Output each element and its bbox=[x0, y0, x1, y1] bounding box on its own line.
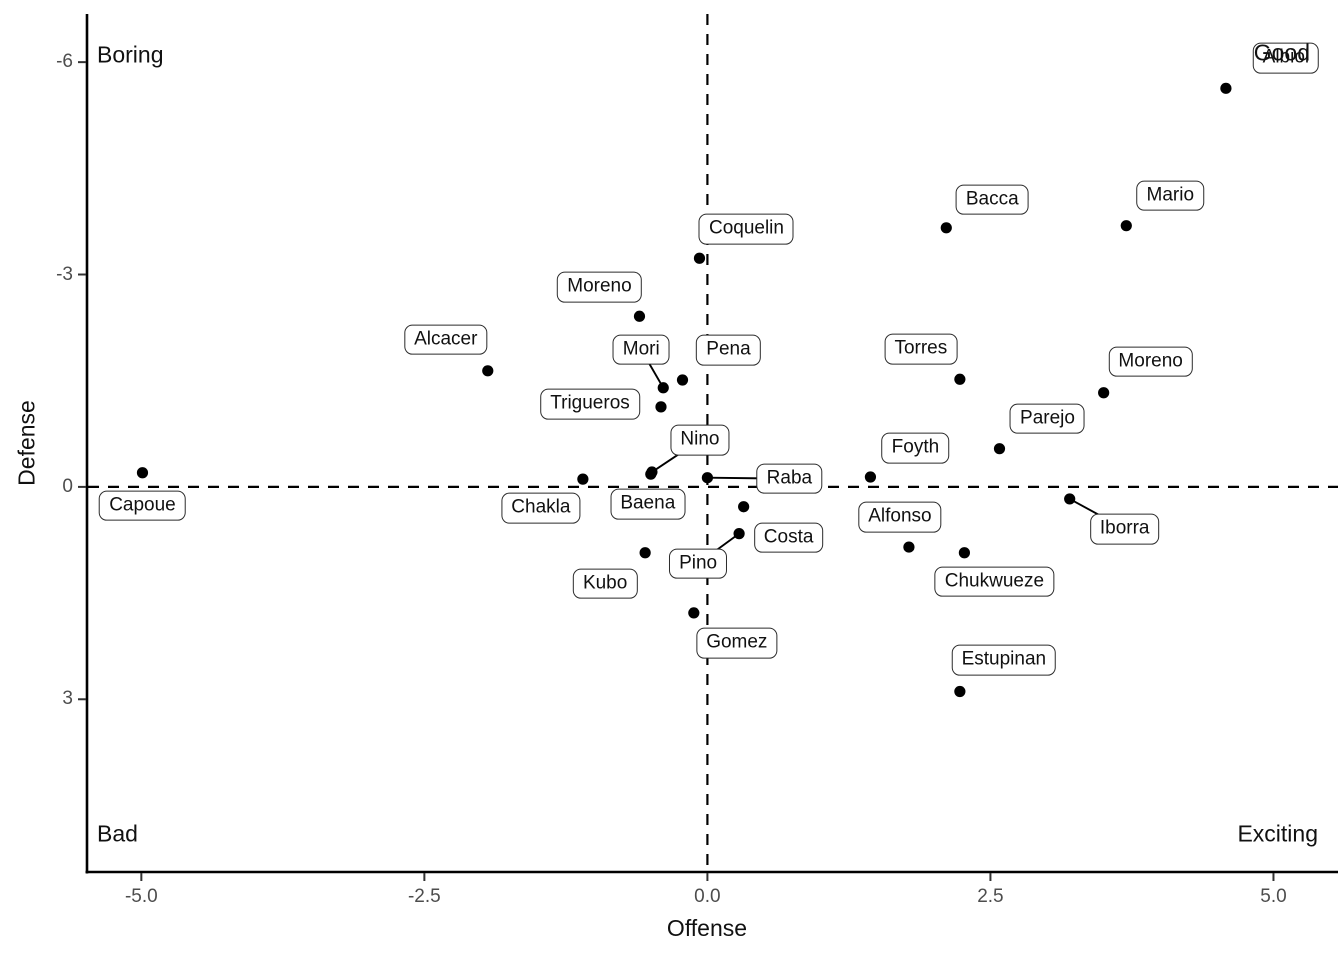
point-dot-moreno bbox=[633, 310, 646, 322]
point-dot-trigueros bbox=[655, 401, 667, 413]
point-dot-foyth bbox=[864, 471, 877, 483]
point-dot-alcacer bbox=[482, 365, 494, 377]
point-dot-pena bbox=[676, 374, 689, 386]
point-dot-bacca bbox=[940, 222, 952, 234]
leader-line-mori bbox=[640, 349, 665, 389]
point-dot-coquelin bbox=[693, 252, 706, 264]
point-dot-costa bbox=[738, 501, 750, 513]
leader-line-pino bbox=[697, 532, 740, 565]
point-dot-mario bbox=[1120, 220, 1132, 232]
point-dot-gomez bbox=[688, 607, 700, 619]
point-dot-mori bbox=[657, 382, 669, 394]
point-dot-capoue bbox=[136, 467, 149, 479]
x-axis-title: Offense bbox=[666, 915, 748, 941]
y-axis-title: Defense bbox=[13, 400, 40, 486]
point-dot-raba bbox=[701, 472, 714, 484]
point-dot-estupinan bbox=[954, 685, 966, 698]
leader-line-nino bbox=[651, 439, 701, 473]
leader-line-raba bbox=[707, 476, 790, 480]
point-dot-albiol bbox=[1220, 82, 1232, 94]
leader-line-iborra bbox=[1069, 498, 1126, 530]
point-dot-baena bbox=[645, 468, 657, 480]
point-dot-torres bbox=[954, 373, 966, 385]
point-dot-parejo bbox=[993, 443, 1006, 455]
point-dot-alfonso bbox=[903, 541, 915, 553]
point-dot-chakla bbox=[577, 473, 589, 485]
point-dot-iborra bbox=[1064, 493, 1076, 505]
point-dot-kubo bbox=[639, 547, 651, 559]
point-dot-pino bbox=[733, 528, 745, 540]
point-dot-moreno bbox=[1098, 387, 1110, 399]
point-dot-chukwueze bbox=[958, 547, 970, 559]
